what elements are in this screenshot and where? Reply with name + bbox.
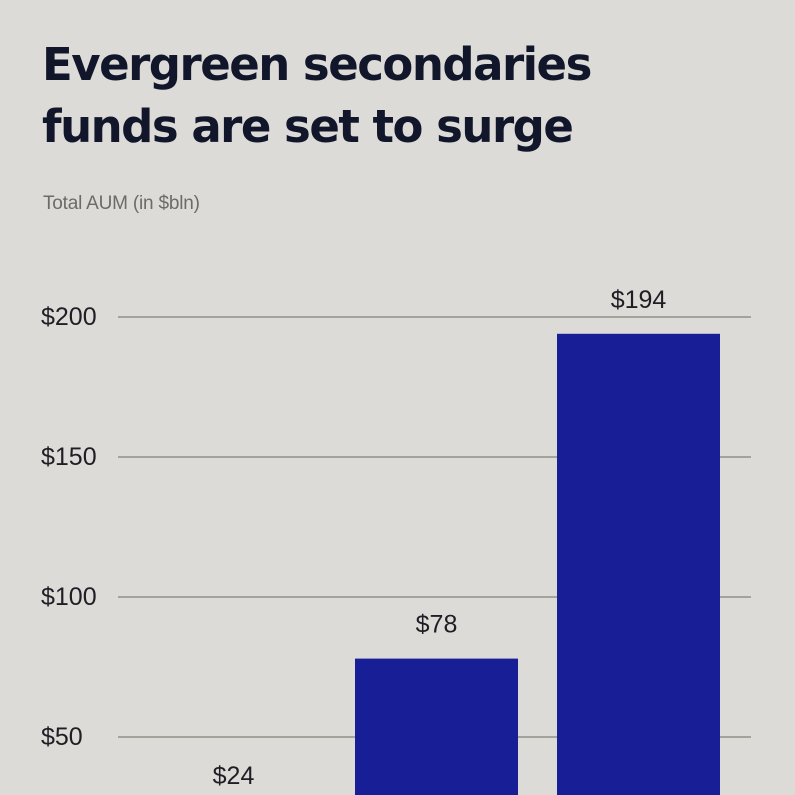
data-label: $78 [416, 611, 458, 639]
bar [355, 658, 518, 795]
chart-title-line-1: Evergreen secondaries [42, 38, 592, 91]
chart-subtitle: Total AUM (in $bln) [43, 193, 200, 214]
y-tick-label: $200 [41, 303, 97, 331]
bar [557, 333, 720, 795]
data-label: $194 [611, 286, 667, 314]
bars [355, 333, 720, 795]
y-axis-ticks: $50 $100 $150 $200 [41, 303, 97, 751]
data-label: $24 [213, 762, 255, 790]
y-tick-label: $100 [41, 583, 97, 611]
y-tick-label: $50 [41, 723, 83, 751]
chart-title-line-2: funds are set to surge [42, 100, 574, 153]
chart-title: Evergreen secondaries funds are set to s… [42, 34, 762, 158]
data-labels: $24 $78 $194 [213, 286, 667, 790]
y-tick-label: $150 [41, 443, 97, 471]
